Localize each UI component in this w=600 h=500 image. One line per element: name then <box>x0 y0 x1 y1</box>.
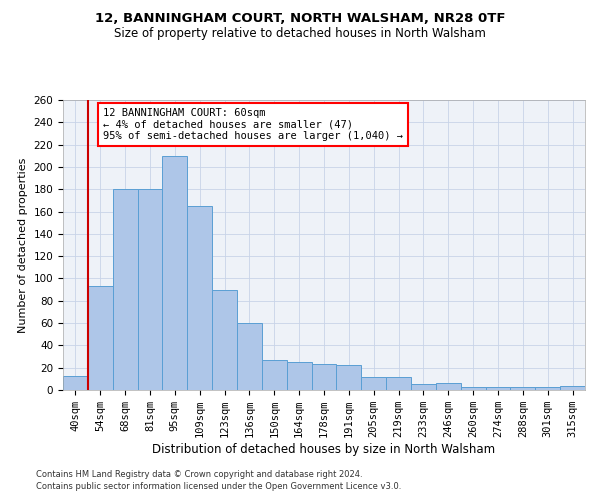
Bar <box>212 290 237 390</box>
Y-axis label: Number of detached properties: Number of detached properties <box>18 158 28 332</box>
Bar <box>386 376 411 390</box>
Bar <box>63 376 88 390</box>
Bar <box>461 386 485 390</box>
Bar <box>88 286 113 390</box>
Bar <box>560 386 585 390</box>
Bar <box>163 156 187 390</box>
Text: Contains public sector information licensed under the Open Government Licence v3: Contains public sector information licen… <box>36 482 401 491</box>
Text: 12, BANNINGHAM COURT, NORTH WALSHAM, NR28 0TF: 12, BANNINGHAM COURT, NORTH WALSHAM, NR2… <box>95 12 505 26</box>
Bar <box>287 362 311 390</box>
Bar <box>113 189 137 390</box>
Text: 12 BANNINGHAM COURT: 60sqm
← 4% of detached houses are smaller (47)
95% of semi-: 12 BANNINGHAM COURT: 60sqm ← 4% of detac… <box>103 108 403 141</box>
X-axis label: Distribution of detached houses by size in North Walsham: Distribution of detached houses by size … <box>152 443 496 456</box>
Bar <box>262 360 287 390</box>
Bar <box>511 386 535 390</box>
Bar <box>311 364 337 390</box>
Bar <box>137 189 163 390</box>
Bar <box>436 384 461 390</box>
Text: Size of property relative to detached houses in North Walsham: Size of property relative to detached ho… <box>114 28 486 40</box>
Bar <box>411 384 436 390</box>
Bar <box>485 386 511 390</box>
Bar <box>337 366 361 390</box>
Text: Contains HM Land Registry data © Crown copyright and database right 2024.: Contains HM Land Registry data © Crown c… <box>36 470 362 479</box>
Bar <box>187 206 212 390</box>
Bar <box>237 323 262 390</box>
Bar <box>361 376 386 390</box>
Bar <box>535 386 560 390</box>
